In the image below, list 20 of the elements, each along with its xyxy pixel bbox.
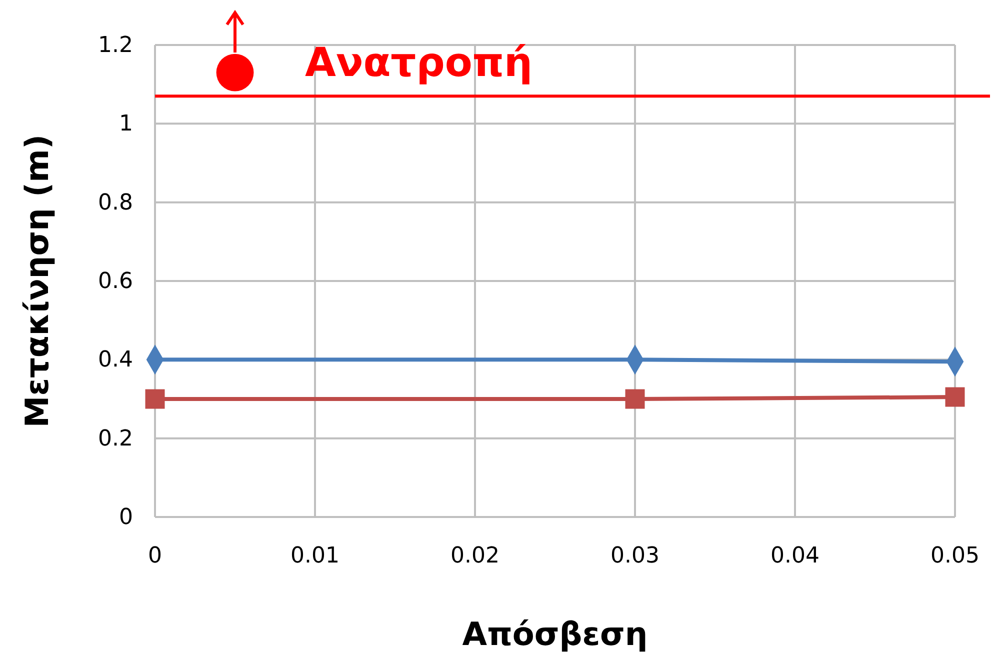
x-tick-label: 0 xyxy=(148,544,162,569)
y-tick-label: 0.6 xyxy=(98,269,133,294)
point xyxy=(216,54,254,92)
point xyxy=(625,389,645,409)
y-tick-label: 1 xyxy=(119,112,133,137)
ref-line-label: Ανατροπή xyxy=(305,40,532,86)
y-tick-label: 0.2 xyxy=(98,426,133,452)
x-tick-label: 0.03 xyxy=(610,544,660,569)
y-tick-label: 1.2 xyxy=(98,33,133,58)
x-tick-label: 0.01 xyxy=(290,544,340,569)
y-axis-title: Μετακίνηση (m) xyxy=(18,134,56,428)
x-tick-label: 0.02 xyxy=(450,544,500,569)
y-tick-label: 0 xyxy=(119,505,133,530)
x-tick-label: 0.04 xyxy=(770,544,820,569)
point xyxy=(145,389,165,409)
point xyxy=(945,387,965,407)
y-tick-label: 0.8 xyxy=(98,190,133,216)
x-tick-label: 0.05 xyxy=(930,544,980,569)
y-tick-label: 0.4 xyxy=(98,348,133,373)
x-axis-title: Απόσβεση xyxy=(462,615,648,653)
